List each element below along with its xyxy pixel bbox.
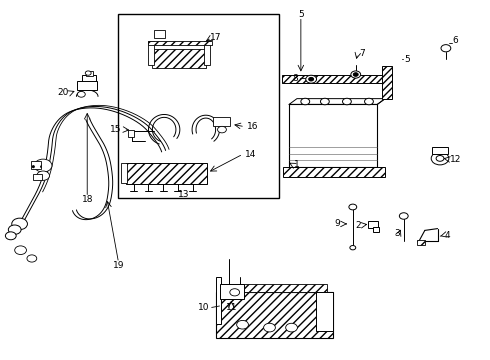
Circle shape (306, 75, 317, 83)
Text: 11: 11 (225, 303, 237, 312)
Bar (216, 277, 221, 324)
Circle shape (320, 98, 329, 105)
Circle shape (353, 73, 358, 76)
Text: 7: 7 (359, 49, 365, 58)
Text: 19: 19 (113, 261, 124, 270)
Bar (118, 14, 279, 198)
Circle shape (286, 323, 297, 332)
Bar (368, 221, 378, 228)
Text: 18: 18 (81, 195, 93, 204)
Bar (126, 163, 207, 184)
Circle shape (12, 218, 27, 230)
Circle shape (349, 204, 357, 210)
Circle shape (309, 77, 314, 81)
Text: 15: 15 (110, 125, 122, 134)
Bar (282, 75, 392, 83)
Text: 5: 5 (298, 10, 304, 19)
Bar (220, 284, 244, 299)
Bar (128, 130, 134, 137)
Text: 5: 5 (405, 55, 411, 64)
Text: 10: 10 (198, 303, 210, 312)
Bar (77, 81, 97, 90)
Circle shape (436, 156, 444, 161)
Circle shape (237, 320, 248, 329)
Circle shape (399, 213, 408, 219)
Bar (382, 66, 392, 99)
Bar (204, 41, 210, 65)
Text: 17: 17 (210, 33, 221, 42)
Text: 14: 14 (245, 150, 256, 158)
Bar (152, 49, 206, 68)
Circle shape (8, 225, 21, 234)
Text: 13: 13 (178, 190, 190, 199)
Bar (432, 147, 448, 154)
Bar (221, 284, 327, 292)
Bar (82, 75, 96, 82)
Text: 20: 20 (57, 88, 69, 97)
Circle shape (431, 152, 449, 165)
Circle shape (37, 171, 49, 180)
Text: 8: 8 (293, 74, 298, 83)
Circle shape (34, 159, 52, 172)
Bar (416, 240, 425, 245)
Bar (154, 30, 165, 38)
Text: 16: 16 (247, 122, 259, 131)
Circle shape (264, 323, 275, 332)
Circle shape (15, 246, 26, 255)
Text: 3: 3 (394, 230, 400, 239)
Text: 2: 2 (355, 220, 361, 230)
Circle shape (343, 98, 351, 105)
Circle shape (27, 255, 37, 262)
Circle shape (218, 126, 226, 133)
Circle shape (350, 246, 356, 250)
Text: 9: 9 (334, 219, 340, 228)
Text: 4: 4 (445, 231, 450, 240)
Text: 12: 12 (450, 154, 461, 163)
Bar (373, 227, 379, 232)
Circle shape (441, 45, 451, 52)
Text: 6: 6 (453, 36, 459, 45)
Circle shape (230, 289, 240, 296)
Bar (121, 163, 127, 183)
Circle shape (77, 91, 85, 97)
Bar (148, 41, 154, 65)
Circle shape (301, 98, 310, 105)
Circle shape (85, 71, 91, 75)
Bar (283, 167, 385, 177)
Bar (86, 71, 93, 76)
Circle shape (5, 232, 16, 240)
Bar (33, 174, 42, 180)
Bar (213, 117, 230, 126)
Text: 1: 1 (294, 161, 300, 169)
Bar (148, 41, 212, 45)
Bar (31, 161, 41, 169)
Circle shape (351, 71, 361, 78)
Circle shape (365, 98, 373, 105)
Bar (289, 104, 377, 167)
Bar (216, 292, 333, 338)
Bar (316, 292, 333, 331)
